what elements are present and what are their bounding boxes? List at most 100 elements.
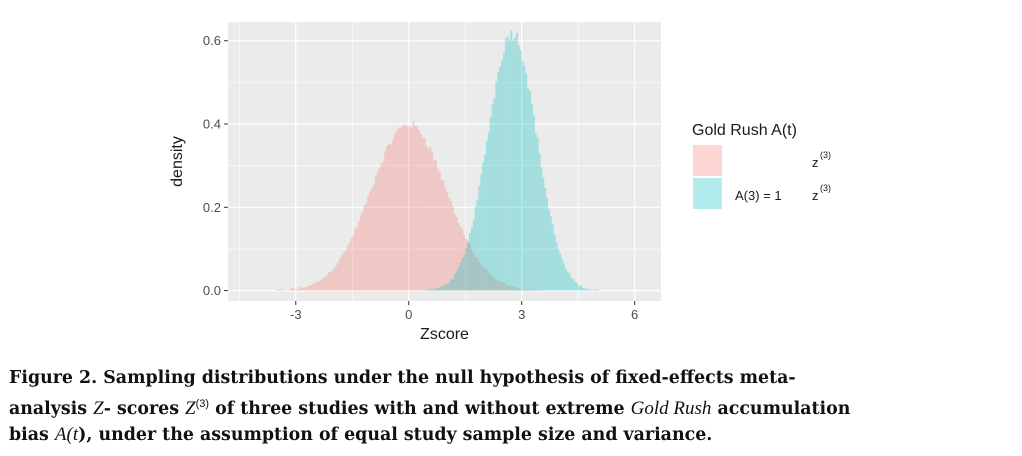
histogram-bar — [367, 195, 370, 291]
x-tick-label: -3 — [290, 307, 302, 322]
histogram-bar — [540, 289, 543, 291]
histogram-bar — [525, 289, 528, 291]
histogram-bar — [564, 268, 567, 291]
histogram-bar — [307, 285, 309, 291]
histogram-bar — [278, 289, 281, 291]
histogram-bar — [444, 187, 447, 291]
histogram-bar — [551, 224, 554, 291]
y-axis-title: density — [169, 136, 186, 187]
histogram-bar — [499, 66, 501, 291]
histogram-bar — [440, 286, 443, 291]
histogram-bar — [583, 288, 586, 291]
histogram-bar — [455, 271, 458, 291]
caption-superscript: (3) — [195, 398, 210, 410]
histogram-bar — [504, 283, 507, 291]
histogram-bar — [435, 287, 437, 291]
histogram-bar — [457, 222, 460, 291]
histogram-bar — [467, 242, 469, 291]
histogram-bar — [531, 103, 533, 291]
caption-var-z: Z — [93, 397, 104, 419]
histogram-bar — [500, 282, 503, 291]
histogram-bar — [463, 234, 466, 291]
histogram-bar — [478, 262, 481, 291]
histogram-bar — [406, 125, 409, 291]
x-tick-label: 3 — [518, 307, 525, 322]
histogram-bar — [555, 242, 558, 291]
legend: Gold Rush A(t) z (3)A(3) = 1 z (3) — [692, 122, 831, 209]
caption-text: ), under the assumption of equal study s… — [78, 424, 713, 445]
histogram-bar — [442, 285, 445, 291]
histogram-bar — [410, 127, 413, 291]
histogram-bar — [448, 282, 451, 291]
legend-sup-2: (3) — [820, 183, 831, 193]
histogram-bar — [386, 146, 389, 291]
histogram-bar — [574, 281, 577, 291]
histogram-bar — [446, 284, 449, 291]
histogram-bar — [399, 127, 402, 291]
histogram-bar — [540, 167, 543, 291]
histogram-bar — [340, 255, 343, 291]
histogram-bar — [435, 160, 437, 291]
histogram-bar — [561, 258, 564, 291]
legend-key-2 — [693, 178, 722, 209]
histogram-bar — [542, 177, 545, 291]
histogram-bar — [591, 289, 594, 291]
histogram-bar — [318, 281, 321, 291]
histogram-bar — [403, 124, 405, 291]
histogram-bar — [523, 289, 526, 291]
histogram-bar — [429, 146, 432, 291]
histogram-bar — [536, 137, 539, 291]
histogram-bar — [581, 288, 584, 291]
histogram-bar — [429, 288, 432, 291]
histogram-bar — [457, 266, 460, 291]
histogram-bar — [480, 264, 483, 291]
histogram-bar — [395, 131, 398, 291]
histogram-bar — [489, 273, 492, 291]
x-axis-title: Zscore — [420, 326, 469, 343]
histogram-bar — [282, 289, 285, 291]
histogram-bar — [532, 115, 535, 291]
histogram-bar — [546, 198, 549, 291]
histogram-bar — [352, 235, 355, 291]
histogram-bar — [534, 289, 537, 291]
histogram-bar — [549, 216, 552, 291]
histogram-bar — [484, 268, 486, 291]
caption-text: bias — [9, 424, 55, 445]
histogram-bar — [461, 229, 464, 291]
histogram-bar — [506, 286, 509, 291]
histogram-bar — [465, 238, 468, 291]
histogram-bar — [548, 209, 550, 291]
histogram-bar — [587, 288, 590, 291]
histogram-bar — [521, 61, 524, 291]
histogram-bar — [433, 289, 436, 291]
histogram-bar — [350, 237, 353, 291]
histogram-bar — [324, 277, 326, 291]
histogram-bar — [557, 248, 560, 291]
histogram-bar — [510, 30, 513, 291]
y-tick-label: 0.6 — [203, 33, 221, 48]
histogram-bar — [474, 257, 477, 291]
histogram-series-1 — [276, 120, 543, 291]
histogram-bar — [450, 279, 453, 291]
histogram-bar — [491, 276, 494, 291]
histogram-bar — [448, 198, 451, 291]
histogram-bar — [485, 269, 488, 291]
histogram-bar — [384, 151, 387, 291]
caption-var-t: t — [72, 423, 79, 445]
histogram-bar — [293, 288, 296, 291]
histogram-bar — [276, 288, 279, 291]
histogram-bar — [453, 273, 456, 291]
histogram-bar — [467, 241, 469, 291]
histogram-bar — [497, 279, 500, 291]
histogram-bar — [578, 285, 581, 291]
histogram-bar — [299, 286, 302, 291]
caption-var-a: A( — [54, 423, 73, 445]
histogram-bar — [450, 201, 453, 291]
histogram-bar — [425, 145, 428, 291]
histogram-bar — [459, 262, 462, 291]
histogram-bar — [595, 289, 597, 291]
histogram-bar — [499, 281, 501, 291]
histogram-bar — [431, 288, 434, 291]
histogram-bar — [482, 162, 485, 291]
caption-text: accumulation — [711, 398, 851, 419]
